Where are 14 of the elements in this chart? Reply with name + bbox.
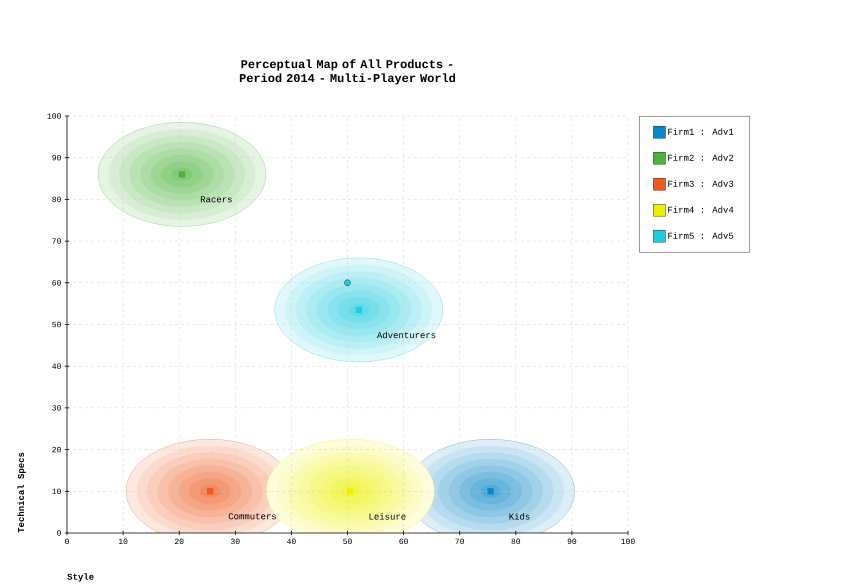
legend-label: Firm4 : Adv4 — [668, 206, 734, 213]
legend-label: Firm1 : Adv1 — [668, 128, 734, 135]
legend-label: Firm2 : Adv2 — [668, 154, 734, 161]
annotation: Racers — [200, 196, 232, 202]
annotation: Leisure — [370, 513, 406, 520]
y-axis-title: Technical Specs — [17, 452, 26, 533]
legend-label: Firm3 : Adv3 — [668, 180, 734, 187]
annotation: Commuters — [228, 513, 276, 520]
annotation: Kids — [509, 512, 530, 520]
x-axis-title: Style — [67, 573, 94, 582]
annotation: Adventurers — [376, 332, 436, 338]
point — [344, 280, 351, 286]
legend-label: Firm5 : Adv5 — [668, 232, 734, 239]
chart-title: Perceptual Map of All Products - Period 2014 - Multi-Player World — [240, 59, 456, 84]
